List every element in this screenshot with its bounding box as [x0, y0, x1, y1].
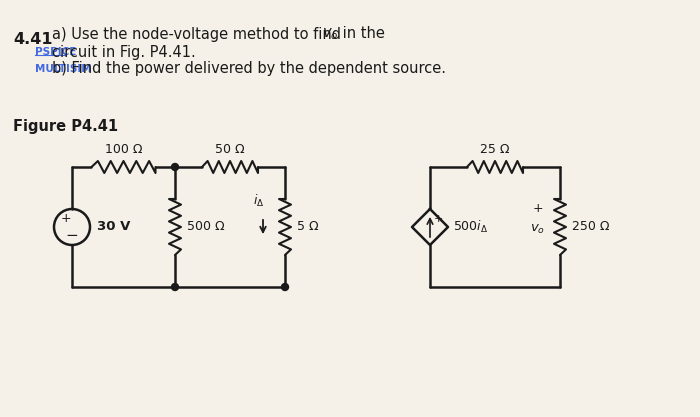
Text: +: +	[434, 214, 443, 224]
Text: in the: in the	[338, 27, 385, 42]
Circle shape	[281, 284, 288, 291]
Text: 100 Ω: 100 Ω	[105, 143, 142, 156]
Text: 30 V: 30 V	[97, 221, 130, 234]
Text: 5 Ω: 5 Ω	[297, 221, 319, 234]
Text: +: +	[61, 213, 71, 226]
Text: −: −	[66, 228, 78, 243]
Text: a) Use the node-voltage method to find: a) Use the node-voltage method to find	[52, 27, 346, 42]
Text: 50 Ω: 50 Ω	[215, 143, 245, 156]
Text: Figure P4.41: Figure P4.41	[13, 120, 118, 135]
Text: 500 Ω: 500 Ω	[187, 221, 225, 234]
Text: $i_\Delta$: $i_\Delta$	[253, 193, 265, 209]
Text: 250 Ω: 250 Ω	[572, 221, 610, 234]
Text: 4.41: 4.41	[13, 32, 52, 47]
Text: MULTISIM: MULTISIM	[35, 64, 92, 74]
Text: $v_o$: $v_o$	[322, 26, 339, 42]
Text: 25 Ω: 25 Ω	[480, 143, 510, 156]
Text: circuit in Fig. P4.41.: circuit in Fig. P4.41.	[52, 45, 196, 60]
Circle shape	[172, 163, 178, 171]
Text: +: +	[533, 203, 543, 216]
Circle shape	[172, 284, 178, 291]
Text: $v_o$: $v_o$	[531, 222, 545, 236]
Text: PSPICE: PSPICE	[35, 47, 76, 57]
Text: $500i_\Delta$: $500i_\Delta$	[453, 219, 489, 235]
Text: b) Find the power delivered by the dependent source.: b) Find the power delivered by the depen…	[52, 61, 446, 76]
